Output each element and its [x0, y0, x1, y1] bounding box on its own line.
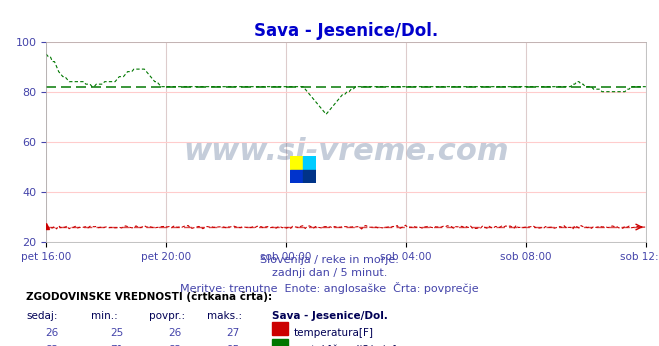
Bar: [303, 156, 316, 170]
Text: www.si-vreme.com: www.si-vreme.com: [183, 137, 509, 166]
Bar: [290, 156, 303, 170]
Text: 95: 95: [226, 345, 240, 346]
Text: 26: 26: [168, 328, 181, 338]
Bar: [290, 170, 303, 183]
Text: zadnji dan / 5 minut.: zadnji dan / 5 minut.: [272, 268, 387, 278]
Text: temperatura[F]: temperatura[F]: [294, 328, 374, 338]
Text: ZGODOVINSKE VREDNOSTI (črtkana črta):: ZGODOVINSKE VREDNOSTI (črtkana črta):: [26, 292, 272, 302]
Text: min.:: min.:: [91, 311, 117, 321]
Text: 82: 82: [45, 345, 59, 346]
Title: Sava - Jesenice/Dol.: Sava - Jesenice/Dol.: [254, 22, 438, 40]
Text: sedaj:: sedaj:: [26, 311, 57, 321]
Text: 82: 82: [168, 345, 181, 346]
Text: pretok[čevelj3/min]: pretok[čevelj3/min]: [294, 345, 397, 346]
Text: 26: 26: [45, 328, 59, 338]
Bar: [272, 322, 288, 335]
Text: povpr.:: povpr.:: [149, 311, 185, 321]
Bar: [272, 339, 288, 346]
Text: Slovenija / reke in morje.: Slovenija / reke in morje.: [260, 255, 399, 265]
Text: 25: 25: [110, 328, 123, 338]
Bar: [303, 170, 316, 183]
Text: 71: 71: [110, 345, 123, 346]
Text: Meritve: trenutne  Enote: anglosaške  Črta: povprečje: Meritve: trenutne Enote: anglosaške Črta…: [180, 282, 479, 293]
Text: maks.:: maks.:: [207, 311, 242, 321]
Text: 27: 27: [226, 328, 240, 338]
Text: Sava - Jesenice/Dol.: Sava - Jesenice/Dol.: [272, 311, 387, 321]
